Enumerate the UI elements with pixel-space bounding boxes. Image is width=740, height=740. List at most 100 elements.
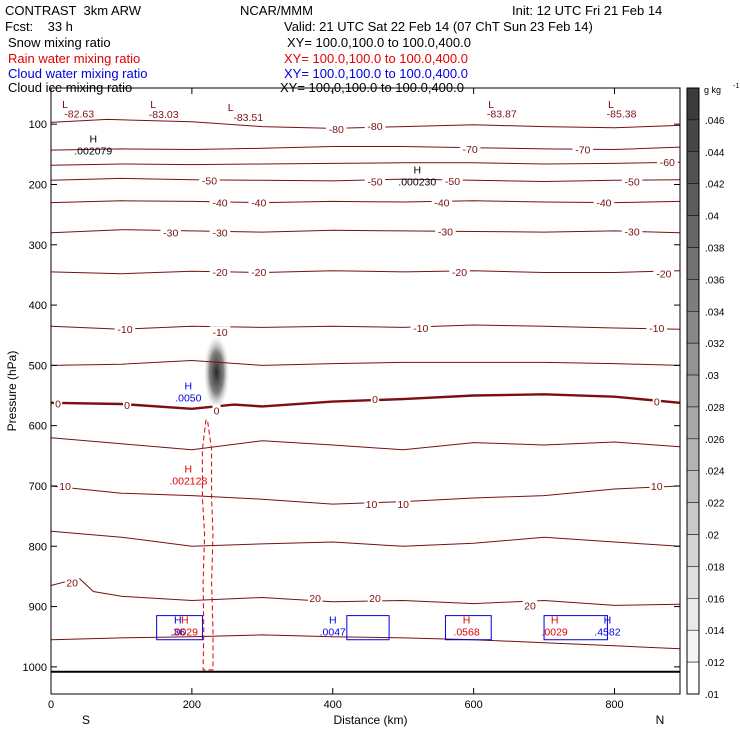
contour-label: -20 (656, 269, 671, 281)
colorbar-segment (686, 151, 700, 184)
contour-label: -85.38 (607, 108, 637, 120)
contour-label-bg (459, 142, 481, 154)
init-time: Init: 12 UTC Fri 21 Feb 14 (512, 3, 663, 18)
contour-label-bg (522, 599, 538, 611)
contour-label-bg (160, 226, 182, 238)
contour-label: -83.51 (233, 112, 263, 124)
rain-contour (201, 419, 214, 671)
contour-label: -80 (329, 124, 344, 136)
contour-label: -83.87 (487, 108, 517, 120)
contour-label: 20 (66, 577, 78, 589)
contour-label: -40 (596, 198, 611, 210)
y-axis-label: Pressure (hPa) (5, 351, 19, 432)
x-tick-label: 0 (48, 699, 54, 711)
colorbar-tick-label: .018 (705, 562, 725, 573)
contour-label: 10 (366, 499, 378, 511)
contour-label-bg (593, 196, 615, 208)
extremum-value: .36 (170, 626, 185, 638)
contour-label-bg (395, 498, 411, 510)
contour-label: -40 (212, 198, 227, 210)
contour-label: -50 (202, 175, 217, 187)
temperature-contour (50, 229, 681, 234)
contour-label-bg (248, 265, 270, 277)
contour-label-bg (601, 107, 642, 119)
contour-label: 20 (524, 600, 536, 612)
colorbar-frame (686, 87, 700, 695)
cloud-water-contour (543, 615, 608, 641)
contour-label-bg (364, 119, 386, 131)
field-xy-cloud-water: XY= 100.0,100.0 to 100.0,400.0 (284, 66, 468, 81)
plot-frame (50, 87, 681, 695)
colorbar-tick-label: .044 (705, 148, 725, 159)
contour-label: -40 (434, 198, 449, 210)
cloud-water-contour (444, 615, 492, 641)
y-tick-label: 100 (29, 119, 47, 131)
contour-label-bg (410, 321, 432, 333)
contour-label-bg (212, 404, 221, 416)
field-name-snow: Snow mixing ratio (8, 35, 111, 50)
y-tick-label: 500 (29, 360, 47, 372)
extremum-marker: L (488, 99, 494, 111)
contour-label-bg (646, 321, 668, 333)
contour-label: 0 (55, 398, 61, 410)
contour-label-bg (114, 323, 136, 335)
contour-label-bg (621, 225, 643, 237)
contour-label: -50 (625, 176, 640, 188)
y-tick-label: 1000 (23, 662, 47, 674)
temperature-contour (50, 270, 681, 275)
contour-label-bg (431, 196, 453, 208)
colorbar-segment (686, 438, 700, 471)
colorbar-segment (686, 311, 700, 344)
extremum-marker: H (174, 614, 182, 626)
contour-label-bg (53, 397, 63, 409)
extremum-marker: H (604, 614, 612, 626)
contour-label: 10 (651, 481, 663, 493)
extremum-value: .0568 (453, 626, 479, 638)
contour-label: 10 (59, 481, 71, 493)
contour-label-bg (442, 174, 463, 186)
model-title: CONTRAST 3km ARW (5, 3, 142, 18)
colorbar-tick-label: .032 (705, 339, 725, 350)
contour-label: -20 (452, 267, 467, 279)
colorbar-tick-label: .028 (705, 403, 725, 414)
forecast-hour: Fcst: 33 h (5, 19, 73, 34)
contour-label: -80 (367, 121, 382, 133)
colorbar-tick-label: .024 (705, 467, 725, 478)
extremum-value: .0029 (541, 626, 567, 638)
contour-label: -30 (212, 228, 227, 240)
field-xy-snow: XY= 100.0,100.0 to 100.0,400.0 (287, 35, 471, 50)
x-tick-label: 200 (183, 699, 201, 711)
colorbar-tick-label: .046 (705, 116, 725, 127)
extremum-marker: H (89, 133, 97, 145)
x-end-label-north: N (656, 713, 665, 727)
y-tick-label: 800 (29, 541, 47, 553)
contour-label-bg (482, 107, 522, 119)
temperature-contour (50, 530, 681, 547)
contour-label-bg (370, 393, 380, 405)
snow-shading (203, 335, 230, 410)
contour-label-bg (621, 175, 643, 187)
y-tick-label: 600 (29, 421, 47, 433)
x-tick-label: 600 (464, 699, 482, 711)
contour-label: -20 (212, 267, 227, 279)
contour-label: -10 (413, 323, 428, 335)
contour-label-bg (449, 265, 470, 277)
contour-label: 0 (124, 400, 130, 412)
contour-label-bg (325, 123, 347, 135)
x-axis-label: Distance (km) (333, 713, 407, 727)
extremum-value: .002128 (169, 476, 207, 488)
colorbar-tick-label: .02 (705, 531, 719, 542)
contour-label-bg (653, 267, 675, 279)
contour-label: -10 (649, 323, 664, 335)
contour-label: -30 (438, 227, 453, 239)
temperature-contour (50, 393, 681, 411)
extremum-marker: L (62, 99, 68, 111)
extremum-marker: L (228, 102, 234, 114)
y-tick-label: 300 (29, 240, 47, 252)
field-xy-rain: XY= 100.0,100.0 to 100.0,400.0 (284, 51, 468, 66)
contour-label: -30 (625, 227, 640, 239)
extremum-marker: H (181, 614, 189, 626)
extremum-marker: L (608, 99, 614, 111)
contour-label-bg (657, 156, 678, 168)
